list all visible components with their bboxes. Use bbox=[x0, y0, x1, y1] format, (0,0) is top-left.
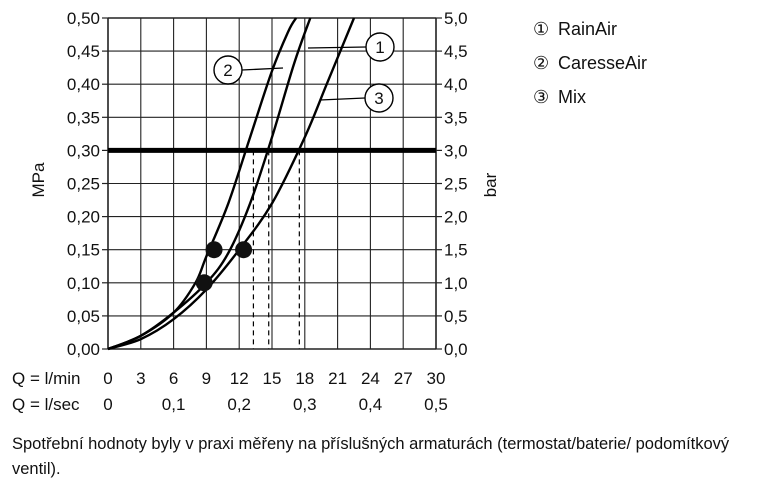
y-tick-label: 0,50 bbox=[67, 9, 100, 28]
x-tick-label: 21 bbox=[328, 369, 347, 388]
x-tick-label: 15 bbox=[263, 369, 282, 388]
chart-grid bbox=[102, 17, 442, 350]
y-tick-label: 0,00 bbox=[67, 340, 100, 359]
x-tick-label: 3 bbox=[136, 369, 145, 388]
y-tick-label: 0,15 bbox=[67, 241, 100, 260]
y2-tick-label: 1,0 bbox=[444, 274, 468, 293]
y-tick-label: 0,25 bbox=[67, 175, 100, 194]
caption-text: Spotřební hodnoty byly v praxi měřeny na… bbox=[12, 435, 730, 478]
x-tick-label: 18 bbox=[295, 369, 314, 388]
x-tick-label: 0 bbox=[103, 395, 112, 414]
x-tick-label: 0,1 bbox=[162, 395, 186, 414]
drop-lines-layer bbox=[252, 150, 300, 349]
x-tick-label: 0 bbox=[103, 369, 112, 388]
legend-label: Mix bbox=[558, 87, 587, 107]
data-marker-series-1 bbox=[195, 274, 213, 292]
x-axis-row-label: Q = l/sec bbox=[12, 395, 80, 414]
y2-tick-label: 0,0 bbox=[444, 340, 468, 359]
y-tick-label: 0,10 bbox=[67, 274, 100, 293]
x-tick-label: 30 bbox=[427, 369, 446, 388]
callout-number-3: 3 bbox=[374, 89, 383, 108]
y2-tick-label: 2,5 bbox=[444, 175, 468, 194]
curve-callouts-layer: 1 2 3 bbox=[213, 32, 395, 113]
x-tick-label: 0,2 bbox=[227, 395, 251, 414]
y-tick-label: 0,30 bbox=[67, 141, 100, 160]
legend-label: CaresseAir bbox=[558, 53, 648, 73]
x-tick-label: 12 bbox=[230, 369, 249, 388]
x-tick-label: 0,5 bbox=[424, 395, 448, 414]
legend-item-rainair: ① RainAir bbox=[533, 12, 647, 46]
y2-tick-label: 4,5 bbox=[444, 42, 468, 61]
callout-circle-3 bbox=[364, 83, 394, 113]
curve-series-1 bbox=[107, 17, 312, 351]
legend-item-mix: ③ Mix bbox=[533, 80, 647, 114]
x-tick-label: 24 bbox=[361, 369, 380, 388]
y-tick-label: 0,20 bbox=[67, 208, 100, 227]
markers-layer bbox=[195, 241, 253, 292]
callout-number-1: 1 bbox=[375, 38, 384, 57]
y-tick-label: 0,35 bbox=[67, 108, 100, 127]
y2-tick-label: 4,0 bbox=[444, 75, 468, 94]
legend-item-caresseair: ② CaresseAir bbox=[533, 46, 647, 80]
legend-number: ① bbox=[533, 19, 550, 39]
x-tick-label: 27 bbox=[394, 369, 413, 388]
y-axis-label: MPa bbox=[29, 162, 48, 198]
x-tick-label: 9 bbox=[202, 369, 211, 388]
callout-leader-1 bbox=[307, 46, 367, 49]
y-tick-label: 0,45 bbox=[67, 42, 100, 61]
x-axis-row-label: Q = l/min bbox=[12, 369, 81, 388]
callout-leader-2 bbox=[241, 67, 284, 71]
legend: ① RainAir ② CaresseAir ③ Mix bbox=[533, 12, 647, 114]
data-marker-series-2 bbox=[205, 241, 223, 259]
callout-circle-1 bbox=[365, 32, 395, 62]
data-marker-series-3 bbox=[235, 241, 253, 259]
legend-number: ② bbox=[533, 53, 550, 73]
y-tick-label: 0,05 bbox=[67, 307, 100, 326]
y2-tick-label: 2,0 bbox=[444, 208, 468, 227]
x-tick-label: 0,3 bbox=[293, 395, 317, 414]
y2-tick-label: 1,5 bbox=[444, 241, 468, 260]
callout-leader-3 bbox=[319, 97, 366, 101]
callout-circle-2 bbox=[213, 55, 243, 85]
y2-tick-label: 3,0 bbox=[444, 141, 468, 160]
callout-number-2: 2 bbox=[223, 61, 232, 80]
pressure-flow-chart: 0,00 0,00,05 0,50,10 1,00,15 1,50,20 2,00,25 2… bbox=[12, 9, 500, 414]
y-tick-label: 0,40 bbox=[67, 75, 100, 94]
tick-labels-layer: 0,00 0,00,05 0,50,10 1,00,15 1,50,20 2,00,25 2… bbox=[12, 9, 468, 414]
legend-label: RainAir bbox=[558, 19, 618, 39]
legend-number: ③ bbox=[533, 87, 550, 107]
x-tick-label: 6 bbox=[169, 369, 178, 388]
y2-axis-label: bar bbox=[481, 172, 500, 197]
y2-tick-label: 0,5 bbox=[444, 307, 468, 326]
y2-tick-label: 5,0 bbox=[444, 9, 468, 28]
y2-tick-label: 3,5 bbox=[444, 108, 468, 127]
x-tick-label: 0,4 bbox=[359, 395, 383, 414]
